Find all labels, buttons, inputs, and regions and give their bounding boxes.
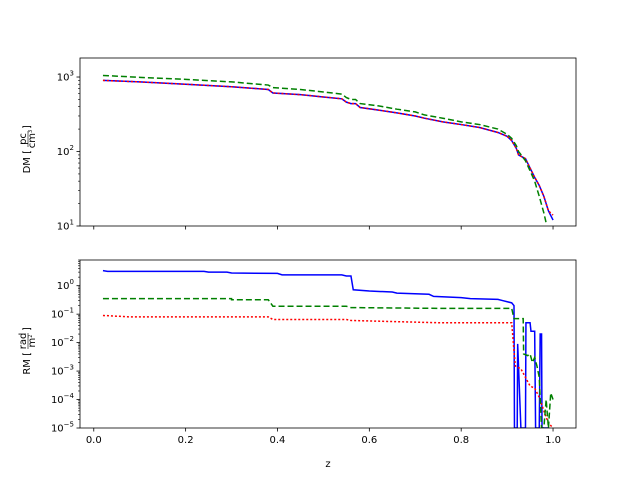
x-tick-label: 0.2 xyxy=(178,435,194,446)
y-axis-label-prefix: DM [ xyxy=(22,150,33,173)
series-line-3 xyxy=(102,297,554,428)
x-axis-label: z xyxy=(325,459,330,470)
y-tick-label: 102 xyxy=(57,144,74,158)
y-axis-label-numerator: rad xyxy=(18,333,29,350)
axes-frame xyxy=(79,57,577,227)
y-tick-label: 10−5 xyxy=(51,421,74,435)
y-axis-label-numerator: pc xyxy=(18,133,29,145)
y-axis-label-denominator: m2 xyxy=(27,335,38,348)
x-tick-label: 0.4 xyxy=(270,435,286,446)
x-tick-label: 0.8 xyxy=(453,435,469,446)
y-tick-label: 10−1 xyxy=(51,307,74,321)
panel-2: 10−5 10−4 10−3 10−2 10−1 100 0.0 0.2 0.4 0.6 0.8 1.… xyxy=(18,259,577,470)
y-tick-label: 10−3 xyxy=(51,364,74,378)
y-tick-label: 10−4 xyxy=(51,392,75,406)
x-tick-label: 0.0 xyxy=(86,435,102,446)
series-line-1 xyxy=(102,269,549,428)
y-tick-label: 10−2 xyxy=(51,335,74,349)
y-tick-label: 101 xyxy=(57,219,74,233)
y-axis-label-bracket: ] xyxy=(22,327,33,331)
y-tick-label: 103 xyxy=(57,70,74,84)
series-line-1 xyxy=(102,79,554,221)
x-tick-label: 1.0 xyxy=(545,435,561,446)
x-tick-label: 0.6 xyxy=(361,435,377,446)
y-axis-label-bracket: ] xyxy=(22,125,33,129)
series-line-3 xyxy=(102,74,547,224)
y-tick-label: 100 xyxy=(57,278,74,292)
y-axis-label-prefix: RM [ xyxy=(22,352,33,375)
y-axis-label-denominator: cm3 xyxy=(27,130,38,148)
